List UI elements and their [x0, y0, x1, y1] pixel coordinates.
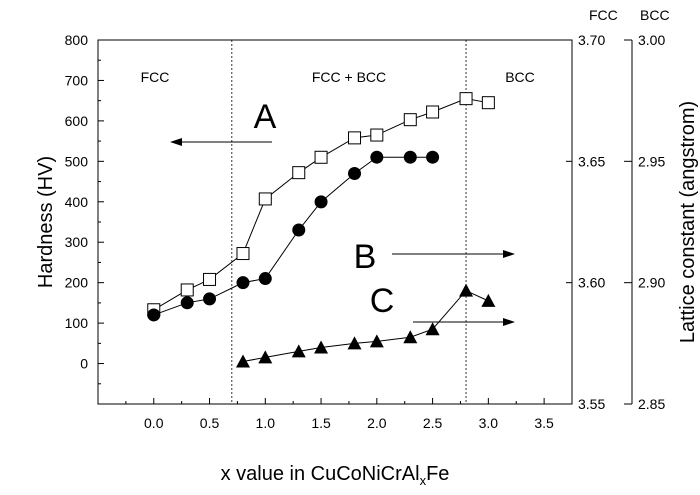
- series-b-point: [314, 195, 328, 209]
- left-tick-label: 600: [65, 113, 89, 129]
- series-c-point: [459, 283, 474, 297]
- plot-frame: [97, 39, 573, 405]
- annotation-letter-c: C: [370, 282, 395, 320]
- series-a-point: [403, 113, 417, 127]
- series-a-point: [348, 131, 362, 145]
- series-b-point: [426, 150, 440, 164]
- left-tick-label: 500: [65, 153, 89, 169]
- series-c-point: [258, 350, 273, 364]
- x-axis-title-suffix: Fe: [426, 463, 449, 485]
- series-b-point: [147, 308, 161, 322]
- series-a-point: [236, 247, 250, 261]
- series-b-point: [370, 150, 384, 164]
- region-label-bcc: BCC: [505, 69, 535, 85]
- right-fcc-tick-label: 3.70: [578, 32, 605, 48]
- series-c-point: [403, 330, 418, 344]
- annotation-letter-a: A: [254, 98, 277, 136]
- x-axis-title: x value in CuCoNiCrAlxFe: [221, 463, 450, 488]
- right-bcc-tick-label: 3.00: [638, 32, 665, 48]
- region-label-fcc: FCC: [141, 69, 170, 85]
- series-b-point: [403, 150, 417, 164]
- series-a-point: [481, 96, 495, 110]
- series-c-point: [235, 354, 250, 368]
- arrow-b: [392, 250, 515, 258]
- series-c-point: [425, 322, 440, 336]
- series-c-point: [291, 344, 306, 358]
- series-c-point: [481, 293, 496, 307]
- y-axis-title-right: Lattice constant (angstrom): [677, 101, 699, 343]
- left-tick-label: 100: [65, 315, 89, 331]
- right-axis-header-fcc: FCC: [589, 7, 618, 23]
- series-c-point: [314, 340, 329, 354]
- series-a-point: [370, 128, 384, 142]
- series-b-point: [258, 272, 272, 286]
- left-tick-label: 800: [65, 32, 89, 48]
- series-a-point: [292, 166, 306, 180]
- left-tick-label: 0: [80, 356, 88, 372]
- series-a-point: [258, 192, 272, 206]
- x-tick-label: 2.5: [423, 415, 443, 431]
- y-axis-title-left: Hardness (HV): [35, 156, 57, 288]
- tick-marks: [98, 39, 573, 404]
- x-tick-label: 3.0: [479, 415, 499, 431]
- x-tick-label: 2.0: [367, 415, 387, 431]
- left-tick-label: 300: [65, 234, 89, 250]
- x-tick-label: 3.5: [534, 415, 554, 431]
- arrow-a: [170, 138, 272, 146]
- x-axis-title-subscript: x: [420, 473, 427, 488]
- series-c-line: [242, 290, 489, 363]
- series-a-point: [459, 92, 473, 106]
- series-c-point: [347, 336, 362, 350]
- series-a-point: [314, 150, 328, 164]
- right-bcc-tick-label: 2.90: [638, 275, 665, 291]
- series-b-point: [348, 166, 362, 180]
- series-c-point: [369, 334, 384, 348]
- series-a-point: [203, 272, 217, 286]
- series-b-point: [180, 296, 194, 310]
- series-a-point: [180, 283, 194, 297]
- left-tick-labels: 0 100 200 300 400 500 600 700 800: [65, 32, 89, 372]
- right-bcc-tick-label: 2.95: [638, 153, 665, 169]
- x-tick-label: 1.5: [311, 415, 331, 431]
- series-b-point: [203, 292, 217, 306]
- x-axis-title-main: x value in CuCoNiCrAl: [221, 463, 420, 485]
- series-a-point: [426, 105, 440, 119]
- annotation-letter-b: B: [354, 238, 377, 276]
- left-tick-label: 700: [65, 72, 89, 88]
- series-b-point: [292, 223, 306, 237]
- x-tick-label: 0.5: [200, 415, 220, 431]
- right-bcc-tick-label: 2.85: [638, 396, 665, 412]
- x-tick-labels: 0.0 0.5 1.0 1.5 2.0 2.5 3.0 3.5: [144, 415, 554, 431]
- right-fcc-tick-label: 3.55: [578, 396, 605, 412]
- region-label-fcc-bcc: FCC + BCC: [312, 69, 386, 85]
- x-tick-label: 1.0: [256, 415, 276, 431]
- right-fcc-tick-label: 3.65: [578, 153, 605, 169]
- arrow-c: [413, 318, 515, 326]
- series-b-point: [236, 276, 250, 290]
- left-tick-label: 400: [65, 194, 89, 210]
- right-axis: 3.55 2.85 3.60 2.90 3.65 2.95 3.70 3.00: [566, 32, 665, 412]
- right-axis-header-bcc: BCC: [640, 7, 670, 23]
- x-tick-label: 0.0: [144, 415, 164, 431]
- left-tick-label: 200: [65, 275, 89, 291]
- right-fcc-tick-label: 3.60: [578, 275, 605, 291]
- series-layer: [147, 92, 496, 368]
